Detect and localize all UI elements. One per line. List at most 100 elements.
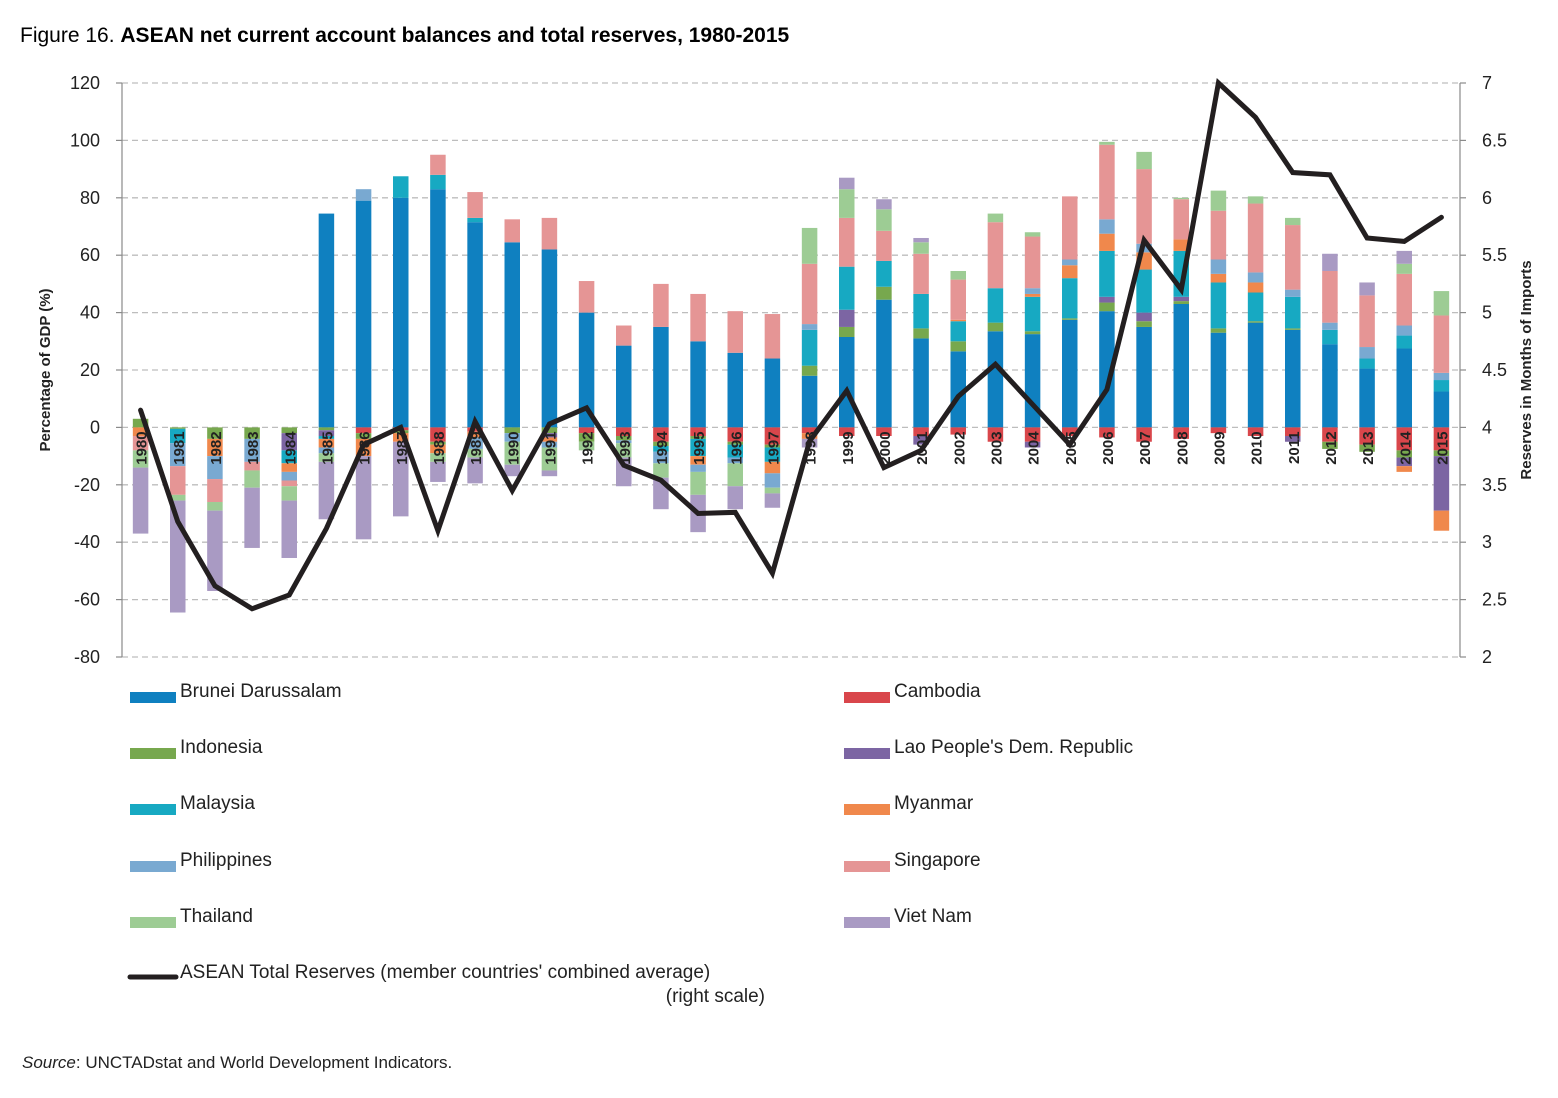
bar-brunei-darussalam-1990 bbox=[504, 242, 520, 428]
bar-malaysia-1996 bbox=[727, 444, 743, 458]
legend-swatch-malaysia bbox=[130, 804, 176, 815]
bar-indonesia-1991 bbox=[541, 427, 558, 434]
y-axis-tick-label: -80 bbox=[74, 647, 100, 667]
bar-philippines-1997 bbox=[764, 473, 781, 488]
bar-stack-1984 bbox=[281, 427, 297, 558]
bar-viet-nam-1989 bbox=[467, 457, 483, 484]
bar-philippines-1985 bbox=[318, 447, 335, 454]
y-axis-tick-label: -20 bbox=[74, 475, 100, 495]
legend: Brunei Darussalam Cambodia Indonesia Lao Pe… bbox=[127, 681, 1133, 1007]
x-axis-year-label: 1991 bbox=[542, 431, 559, 464]
bar-singapore-1989 bbox=[467, 192, 483, 218]
x-axis-year-label: 1992 bbox=[580, 431, 597, 464]
legend-label-myanmar: Myanmar bbox=[894, 793, 974, 814]
bar-indonesia-2002 bbox=[950, 341, 966, 352]
bar-myanmar-1984 bbox=[281, 463, 297, 472]
x-axis-year-label: 2008 bbox=[1174, 431, 1191, 464]
bar-singapore-2003 bbox=[987, 222, 1004, 289]
bar-cambodia-2004 bbox=[1024, 427, 1041, 442]
bar-stack-2004 bbox=[1024, 232, 1041, 448]
bar-viet-nam-2014 bbox=[1396, 250, 1412, 264]
bar-cambodia-2005 bbox=[1062, 427, 1078, 437]
bar-indonesia-1986 bbox=[355, 433, 372, 439]
bar-myanmar-1987 bbox=[393, 433, 409, 442]
bar-philippines-1989 bbox=[467, 437, 483, 449]
bar-cambodia-2013 bbox=[1359, 427, 1375, 445]
y-axis-tick-label: 80 bbox=[80, 188, 100, 208]
legend-label-reserves-right-scale: (right scale) bbox=[666, 986, 765, 1007]
bar-cambodia-1988 bbox=[430, 427, 446, 442]
bar-myanmar-2010 bbox=[1247, 282, 1264, 293]
bar-cambodia-2007 bbox=[1136, 427, 1152, 442]
bar-malaysia-2001 bbox=[913, 293, 929, 329]
bar-myanmar-2004 bbox=[1024, 293, 1041, 297]
bar-indonesia-2007 bbox=[1136, 321, 1152, 327]
y-axis-tick-label: 40 bbox=[80, 303, 100, 323]
bar-philippines-1993 bbox=[616, 440, 632, 444]
bar-singapore-1997 bbox=[764, 314, 781, 359]
bar-malaysia-1985 bbox=[318, 436, 335, 439]
bar-lao-people-s-dem-republic-2006 bbox=[1099, 296, 1115, 303]
bar-singapore-1990 bbox=[504, 219, 520, 243]
bar-stack-1982 bbox=[207, 427, 223, 591]
bar-malaysia-1999 bbox=[839, 266, 855, 310]
bar-brunei-darussalam-1995 bbox=[690, 341, 706, 428]
bar-stack-2003 bbox=[987, 213, 1004, 442]
bar-brunei-darussalam-1994 bbox=[653, 326, 669, 428]
legend-label-viet-nam: Viet Nam bbox=[894, 906, 972, 927]
bar-thailand-2007 bbox=[1136, 151, 1152, 170]
bar-malaysia-2009 bbox=[1210, 282, 1227, 329]
y2-axis-tick-label: 6 bbox=[1482, 188, 1492, 208]
bar-cambodia-2012 bbox=[1322, 427, 1338, 442]
bar-indonesia-1994 bbox=[653, 441, 669, 447]
bar-brunei-darussalam-1989 bbox=[467, 222, 483, 428]
bar-stack-1999 bbox=[839, 177, 855, 437]
bar-cambodia-1997 bbox=[764, 427, 781, 445]
bar-malaysia-1994 bbox=[653, 446, 669, 452]
bar-viet-nam-1991 bbox=[541, 470, 558, 477]
bar-malaysia-2015 bbox=[1433, 380, 1450, 392]
bar-lao-people-s-dem-republic-2015 bbox=[1433, 456, 1450, 511]
bar-brunei-darussalam-2005 bbox=[1062, 319, 1078, 428]
bar-philippines-2011 bbox=[1285, 289, 1301, 297]
bar-cambodia-2009 bbox=[1210, 427, 1227, 434]
bar-thailand-1989 bbox=[467, 448, 483, 458]
bar-malaysia-1989 bbox=[467, 217, 483, 223]
legend-swatch-cambodia bbox=[844, 692, 890, 703]
legend-label-singapore: Singapore bbox=[894, 850, 981, 871]
bar-stack-1985 bbox=[318, 213, 335, 520]
bar-brunei-darussalam-2010 bbox=[1247, 322, 1264, 428]
bar-stack-1993 bbox=[616, 325, 632, 487]
bar-myanmar-1991 bbox=[541, 437, 558, 442]
bar-indonesia-1980 bbox=[132, 418, 149, 428]
legend-swatch-viet-nam bbox=[844, 917, 890, 928]
bar-cambodia-2002 bbox=[950, 427, 966, 435]
bar-viet-nam-1987 bbox=[393, 441, 409, 517]
bar-brunei-darussalam-1993 bbox=[616, 345, 632, 428]
bar-indonesia-2010 bbox=[1247, 321, 1264, 323]
bar-singapore-2015 bbox=[1433, 315, 1450, 373]
bar-philippines-1986 bbox=[355, 189, 372, 201]
bar-singapore-1984 bbox=[281, 480, 297, 487]
x-axis-year-label: 1981 bbox=[171, 431, 188, 464]
bar-indonesia-1988 bbox=[430, 441, 446, 445]
bar-stack-2009 bbox=[1210, 190, 1227, 434]
x-axis-year-label: 2014 bbox=[1397, 431, 1414, 465]
bar-myanmar-1998 bbox=[801, 433, 818, 439]
bar-thailand-1988 bbox=[430, 453, 446, 462]
x-axis-year-label: 1985 bbox=[319, 431, 336, 464]
bar-thailand-1993 bbox=[616, 443, 632, 458]
bar-malaysia-1981 bbox=[170, 428, 186, 444]
bar-stack-1990 bbox=[504, 219, 520, 477]
bar-stack-2013 bbox=[1359, 282, 1375, 452]
legend-label-brunei-darussalam: Brunei Darussalam bbox=[180, 681, 342, 702]
bar-thailand-1996 bbox=[727, 463, 743, 487]
x-axis-year-label: 1988 bbox=[431, 431, 448, 464]
bar-viet-nam-1988 bbox=[430, 461, 446, 482]
y-axis-tick-label: -60 bbox=[74, 590, 100, 610]
x-axis-year-label: 1980 bbox=[134, 431, 151, 464]
legend-label-thailand: Thailand bbox=[180, 906, 253, 927]
bar-stack-1991 bbox=[541, 217, 558, 477]
bar-myanmar-1995 bbox=[690, 456, 706, 465]
y2-axis-tick-label: 4 bbox=[1482, 417, 1492, 437]
